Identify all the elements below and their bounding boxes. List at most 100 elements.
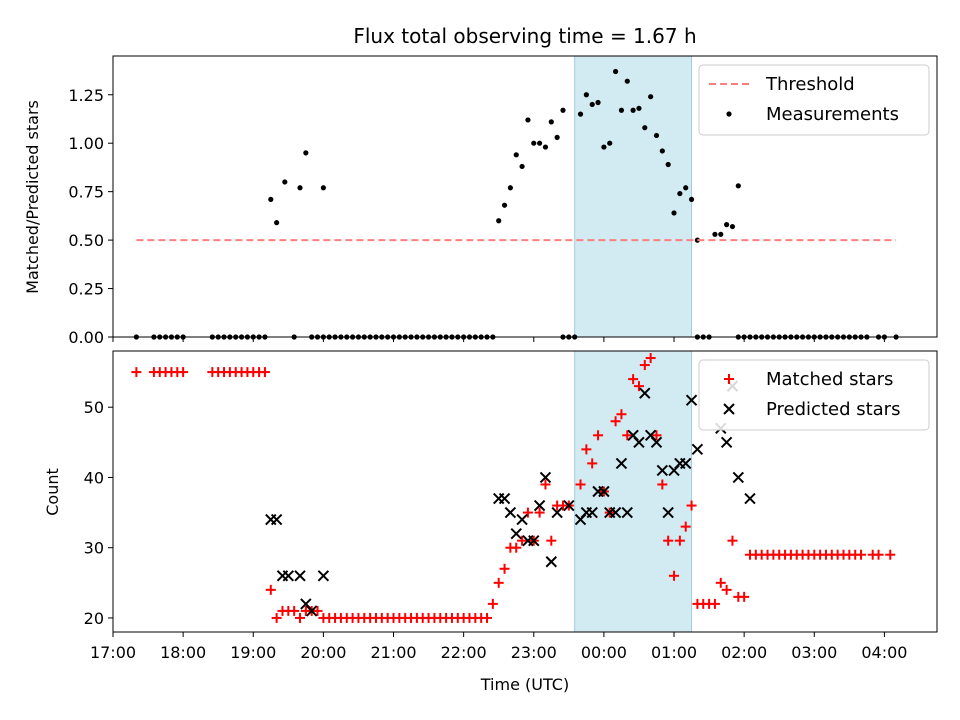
y-tick-label: 0.25 (68, 280, 104, 299)
measurement-point (735, 183, 741, 189)
predicted-star-point (528, 534, 540, 547)
measurement-point (729, 223, 736, 230)
matched-star-point (721, 584, 732, 595)
x-tick-label: 21:00 (370, 643, 416, 662)
matched-star-point (680, 521, 691, 532)
matched-star-point (856, 549, 867, 560)
bottom-x-axis-ticks: 17:00 18:00 19:00 20:00 21:00 22:00 23:00 00:00… (90, 632, 907, 662)
bottom-y-axis-label: Count (43, 468, 62, 516)
predicted-star-point (504, 506, 517, 519)
y-tick-label: 1.00 (68, 134, 104, 153)
matched-star-point (610, 416, 621, 427)
measurement-point (519, 163, 525, 170)
matched-star-point (540, 479, 551, 490)
matched-star-point (885, 549, 896, 560)
x-tick-label: 03:00 (791, 643, 837, 662)
predicted-star-point (539, 471, 552, 484)
bottom-count-points (131, 353, 896, 623)
predicted-star-point (545, 556, 558, 568)
matched-star-point (295, 612, 306, 623)
legend-measurement-swatch (726, 111, 732, 117)
predicted-star-point (650, 436, 663, 449)
measurement-point (560, 107, 566, 113)
bottom-y-axis-ticks: 20 30 40 50 (84, 398, 113, 628)
measurement-point (548, 119, 554, 125)
matched-star-point (873, 549, 884, 560)
measurement-point (542, 144, 549, 150)
matched-star-point (657, 479, 668, 490)
matched-star-point (639, 360, 650, 371)
measurement-point (612, 68, 619, 75)
measurement-point (630, 107, 636, 113)
top-shaded-span (574, 55, 693, 338)
bottom-legend: Matched stars Predicted stars (698, 359, 930, 431)
y-tick-label: 30 (84, 539, 104, 558)
matched-star-point (727, 535, 738, 546)
measurement-point (618, 107, 625, 113)
measurement-point (583, 92, 589, 98)
measurement-point (531, 140, 537, 146)
predicted-star-point (680, 457, 692, 470)
top-legend: Threshold Measurements (698, 64, 930, 136)
matched-star-point (271, 612, 282, 623)
measurement-point (671, 210, 677, 216)
measurement-point (683, 185, 689, 191)
x-tick-label: 04:00 (861, 643, 907, 662)
y-tick-label: 0.75 (68, 183, 104, 202)
x-tick-label: 22:00 (441, 643, 487, 662)
measurement-point (607, 140, 613, 146)
predicted-star-point (586, 506, 598, 519)
matched-star-point (534, 507, 545, 518)
chart-title: Flux total observing time = 1.67 h (353, 24, 696, 48)
x-tick-label: 20:00 (300, 643, 346, 662)
measurement-point (724, 222, 730, 228)
measurement-point (648, 94, 654, 100)
matched-star-point (633, 381, 644, 392)
measurement-point (282, 179, 288, 185)
measurement-point (501, 202, 508, 208)
legend-label: Matched stars (766, 369, 893, 390)
matched-star-point (674, 535, 685, 546)
predicted-star-point (691, 443, 704, 456)
predicted-star-point (656, 464, 669, 477)
measurement-point (507, 185, 513, 191)
measurement-point (712, 231, 718, 237)
legend-matched-swatch (724, 374, 734, 384)
matched-star-point (651, 430, 662, 441)
measurement-point (642, 125, 648, 131)
measurement-point (718, 231, 724, 237)
y-tick-label: 50 (84, 398, 104, 417)
predicted-star-point (510, 527, 522, 540)
matched-star-point (259, 367, 270, 378)
top-panel: Flux total observing time = 1.67 h 0.000… (23, 24, 938, 347)
matched-star-point (616, 409, 627, 420)
measurement-point (297, 185, 303, 191)
y-tick-label: 20 (84, 609, 104, 628)
measurement-point (537, 140, 543, 146)
predicted-star-point (662, 506, 674, 519)
x-axis-label: Time (UTC) (480, 675, 569, 694)
predicted-star-point (533, 499, 546, 512)
matched-star-point (739, 591, 750, 602)
predicted-star-point (633, 436, 645, 449)
bottom-panel: 20 30 40 50 17:00 18:00 19:00 20:00 21:00 22:00 2… (43, 350, 938, 694)
matched-star-point (669, 570, 680, 581)
matched-star-point (546, 535, 557, 546)
matched-star-point (663, 535, 674, 546)
x-tick-label: 19:00 (230, 643, 276, 662)
matched-star-point (517, 535, 528, 546)
predicted-star-point (615, 457, 628, 470)
predicted-star-point (621, 506, 633, 519)
predicted-star-point (305, 605, 318, 617)
measurement-point (577, 111, 584, 117)
matched-star-point (593, 430, 604, 441)
measurement-point (320, 185, 326, 191)
legend-box (698, 359, 930, 431)
measurement-point (624, 78, 630, 84)
matched-star-point (482, 612, 493, 623)
predicted-star-point (498, 492, 511, 505)
measurement-point (496, 218, 502, 224)
predicted-star-point (598, 485, 610, 498)
top-axes-frame (112, 55, 938, 338)
measurement-point (653, 132, 660, 139)
